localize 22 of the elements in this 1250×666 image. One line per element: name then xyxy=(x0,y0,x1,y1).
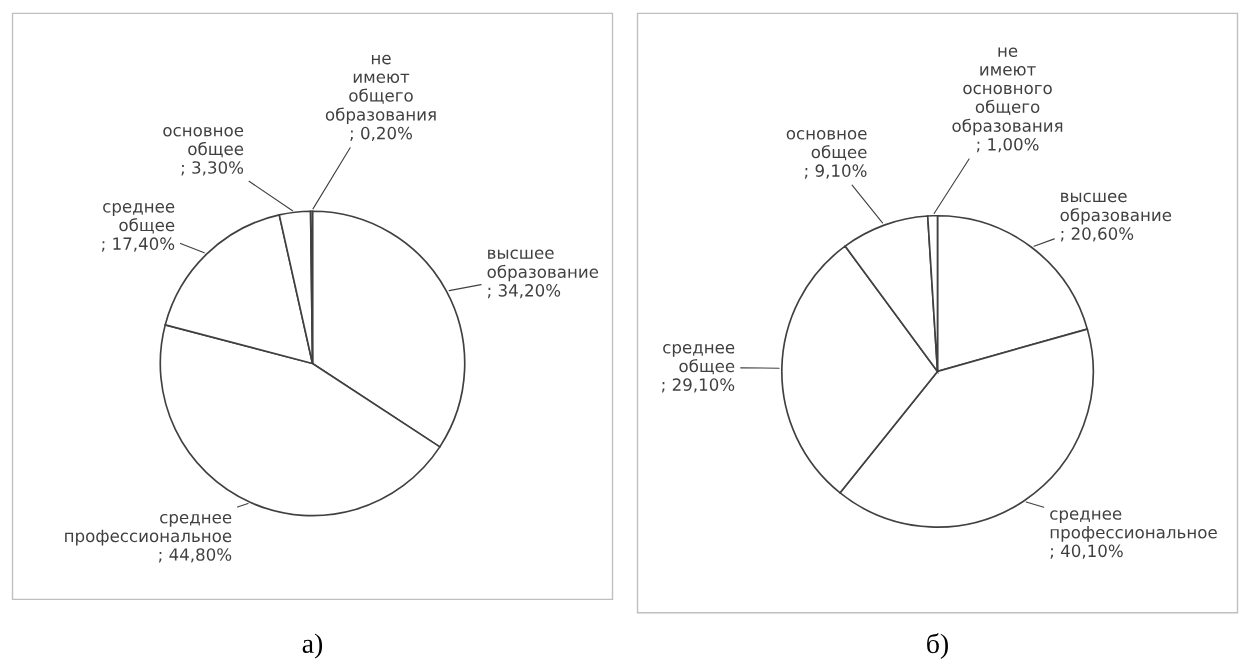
slice-label: среднее профессиональное xyxy=(1050,510,1217,542)
slice-label: среднее общее xyxy=(663,344,735,375)
slice-label: среднее профессиональное xyxy=(65,513,232,546)
data-label: ; 9,10% xyxy=(804,164,867,179)
slice-label: не имеют основного общего образования xyxy=(952,47,1063,136)
text: б) xyxy=(927,633,948,659)
data-label: ; 3,30% xyxy=(181,161,244,176)
slice-label: не имеют общего образования xyxy=(325,54,436,124)
data-label: ; 20,60% xyxy=(1060,227,1134,242)
slice-label: высшее образование xyxy=(487,249,599,282)
slice-label: среднее общее xyxy=(103,203,175,234)
slice-label: основное общее xyxy=(786,130,867,161)
slice-label: основное общее xyxy=(163,126,244,158)
data-label: ; 0,20% xyxy=(350,126,413,142)
data-label: ; 1,00% xyxy=(976,138,1039,153)
data-label: ; 40,10% xyxy=(1050,544,1123,559)
data-label: ; 44,80% xyxy=(158,548,232,563)
slice-label: высшее образование xyxy=(1060,192,1172,225)
data-label: ; 34,20% xyxy=(487,284,561,299)
data-label: ; 29,10% xyxy=(661,378,735,393)
data-label: ; 17,40% xyxy=(101,237,175,252)
text: а) xyxy=(302,633,323,659)
